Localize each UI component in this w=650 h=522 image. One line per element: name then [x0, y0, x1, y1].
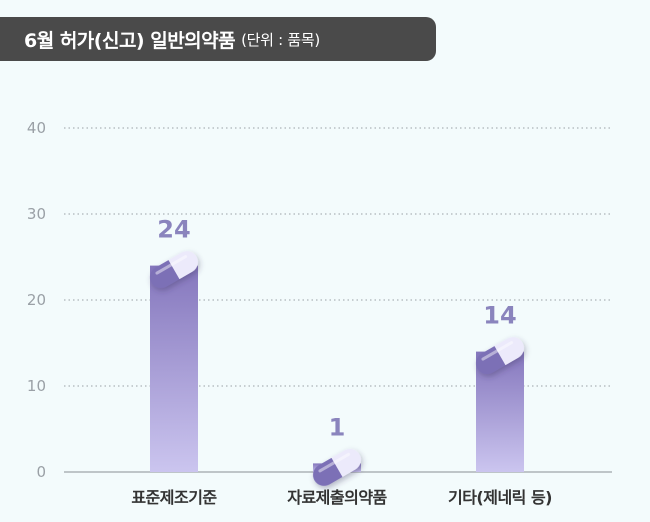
- category-label: 자료제출의약품: [287, 488, 387, 507]
- chart-unit: (단위 : 품목): [241, 30, 320, 49]
- capsule-icon: [476, 337, 524, 375]
- y-tick-label: 10: [27, 377, 46, 395]
- value-label: 24: [157, 216, 190, 244]
- value-label: 14: [483, 302, 516, 330]
- category-label: 표준제조기준: [131, 488, 217, 507]
- y-tick-label: 30: [27, 205, 46, 223]
- capsule-icon: [313, 448, 361, 486]
- y-tick-label: 20: [27, 291, 46, 309]
- y-tick-label: 40: [27, 119, 46, 137]
- category-label: 기타(제네릭 등): [448, 488, 552, 507]
- labels: 0 10 20 30 40 24 표준제조기준 1 자료제출의약품 14 기타(제네릭 등): [27, 119, 553, 507]
- capsule-icon: [150, 251, 198, 289]
- bar-0: [150, 265, 198, 472]
- chart-title: 6월 허가(신고) 일반의약품: [24, 29, 236, 52]
- bars: [150, 251, 524, 486]
- chart-title-bar: 6월 허가(신고) 일반의약품 (단위 : 품목): [0, 17, 436, 61]
- y-tick-label: 0: [36, 463, 46, 481]
- value-label: 1: [329, 413, 346, 441]
